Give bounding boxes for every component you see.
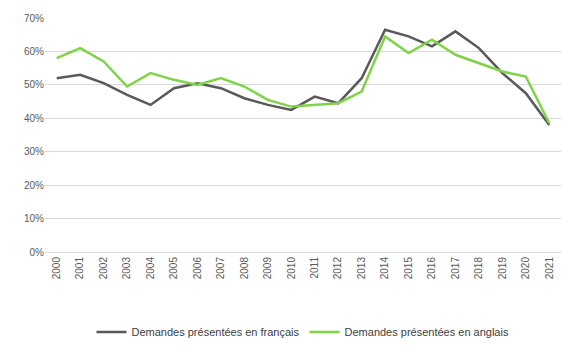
svg-text:2001: 2001 — [74, 257, 85, 280]
svg-text:20%: 20% — [24, 180, 44, 191]
svg-text:2008: 2008 — [239, 257, 250, 280]
svg-text:70%: 70% — [24, 13, 44, 24]
svg-text:2006: 2006 — [192, 257, 203, 280]
svg-text:2007: 2007 — [215, 257, 226, 280]
svg-text:2014: 2014 — [379, 257, 390, 280]
svg-text:2005: 2005 — [168, 257, 179, 280]
svg-text:2011: 2011 — [309, 257, 320, 279]
svg-text:2016: 2016 — [426, 257, 437, 280]
svg-text:2003: 2003 — [121, 257, 132, 280]
svg-text:2021: 2021 — [544, 257, 555, 280]
svg-text:60%: 60% — [24, 46, 44, 57]
svg-text:2019: 2019 — [497, 257, 508, 280]
svg-text:2017: 2017 — [450, 257, 461, 280]
svg-text:2010: 2010 — [286, 257, 297, 280]
svg-text:2002: 2002 — [98, 257, 109, 280]
svg-text:2004: 2004 — [145, 257, 156, 280]
svg-text:50%: 50% — [24, 79, 44, 90]
svg-text:2013: 2013 — [356, 257, 367, 280]
svg-text:Demandes présentées en anglais: Demandes présentées en anglais — [345, 326, 509, 338]
svg-text:2009: 2009 — [262, 257, 273, 280]
svg-text:2015: 2015 — [403, 257, 414, 280]
svg-text:Demandes présentées en françai: Demandes présentées en français — [132, 326, 300, 338]
svg-text:2020: 2020 — [520, 257, 531, 280]
svg-text:40%: 40% — [24, 113, 44, 124]
svg-text:2000: 2000 — [51, 257, 62, 280]
svg-text:0%: 0% — [30, 247, 45, 258]
svg-text:2012: 2012 — [332, 257, 343, 280]
svg-text:10%: 10% — [24, 213, 44, 224]
svg-text:2018: 2018 — [473, 257, 484, 280]
svg-text:30%: 30% — [24, 146, 44, 157]
